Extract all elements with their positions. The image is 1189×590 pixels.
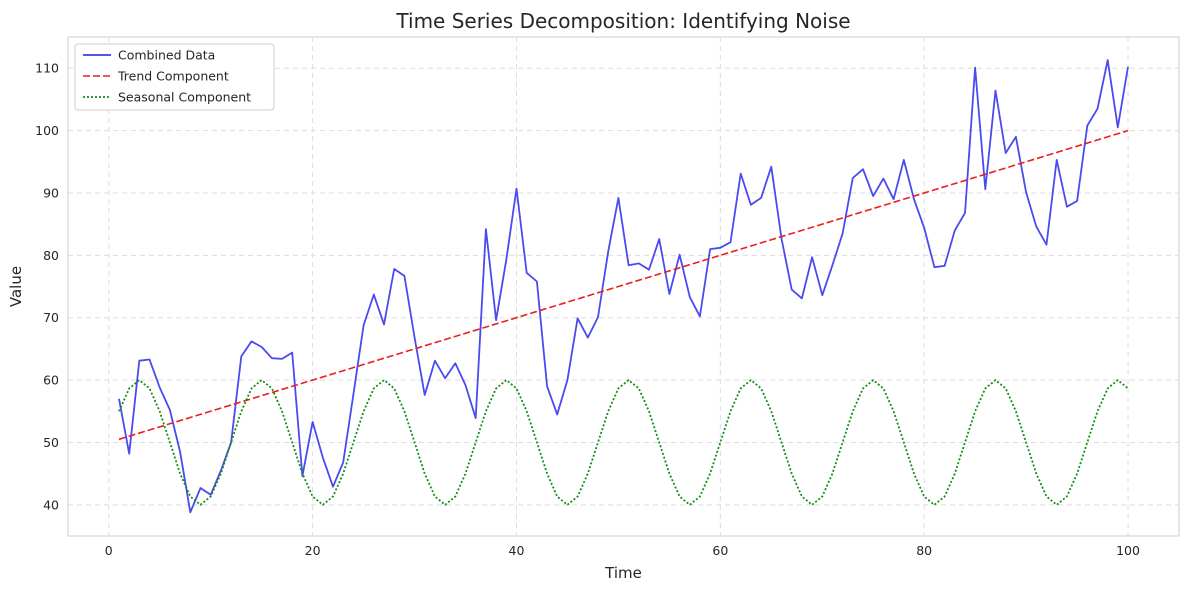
y-tick-label: 90 xyxy=(43,185,59,200)
series-line-trend-component xyxy=(118,129,1129,441)
plot-area xyxy=(67,36,1180,537)
y-tick-label: 60 xyxy=(43,373,59,388)
x-tick-label: 40 xyxy=(509,543,525,558)
y-tick-label: 70 xyxy=(43,310,59,325)
y-tick-label: 50 xyxy=(43,435,59,450)
grid xyxy=(68,37,1179,536)
legend: Combined Data Trend Component Seasonal Com… xyxy=(74,43,275,111)
x-tick-label: 20 xyxy=(305,543,321,558)
x-tick-label: 80 xyxy=(916,543,932,558)
legend-box xyxy=(74,43,275,111)
y-tick-label: 80 xyxy=(43,248,59,263)
chart-title: Time Series Decomposition: Identifying N… xyxy=(395,9,850,33)
tick-labels: 0 20 40 60 80 100 40 50 60 70 80 90 100 110 xyxy=(35,61,1140,558)
x-axis-label: Time xyxy=(604,564,642,582)
series-line-seasonal-component xyxy=(118,379,1129,506)
y-tick-label: 40 xyxy=(43,497,59,512)
legend-label: Trend Component xyxy=(117,69,229,84)
y-tick-label: 100 xyxy=(35,123,59,138)
y-axis-label: Value xyxy=(7,266,25,307)
x-tick-label: 60 xyxy=(712,543,728,558)
x-tick-label: 0 xyxy=(105,543,113,558)
legend-label: Combined Data xyxy=(118,48,215,63)
series-line-combined-data xyxy=(118,59,1129,514)
y-tick-label: 110 xyxy=(35,61,59,76)
series-group xyxy=(118,59,1129,514)
x-tick-label: 100 xyxy=(1116,543,1140,558)
legend-label: Seasonal Component xyxy=(118,90,251,105)
